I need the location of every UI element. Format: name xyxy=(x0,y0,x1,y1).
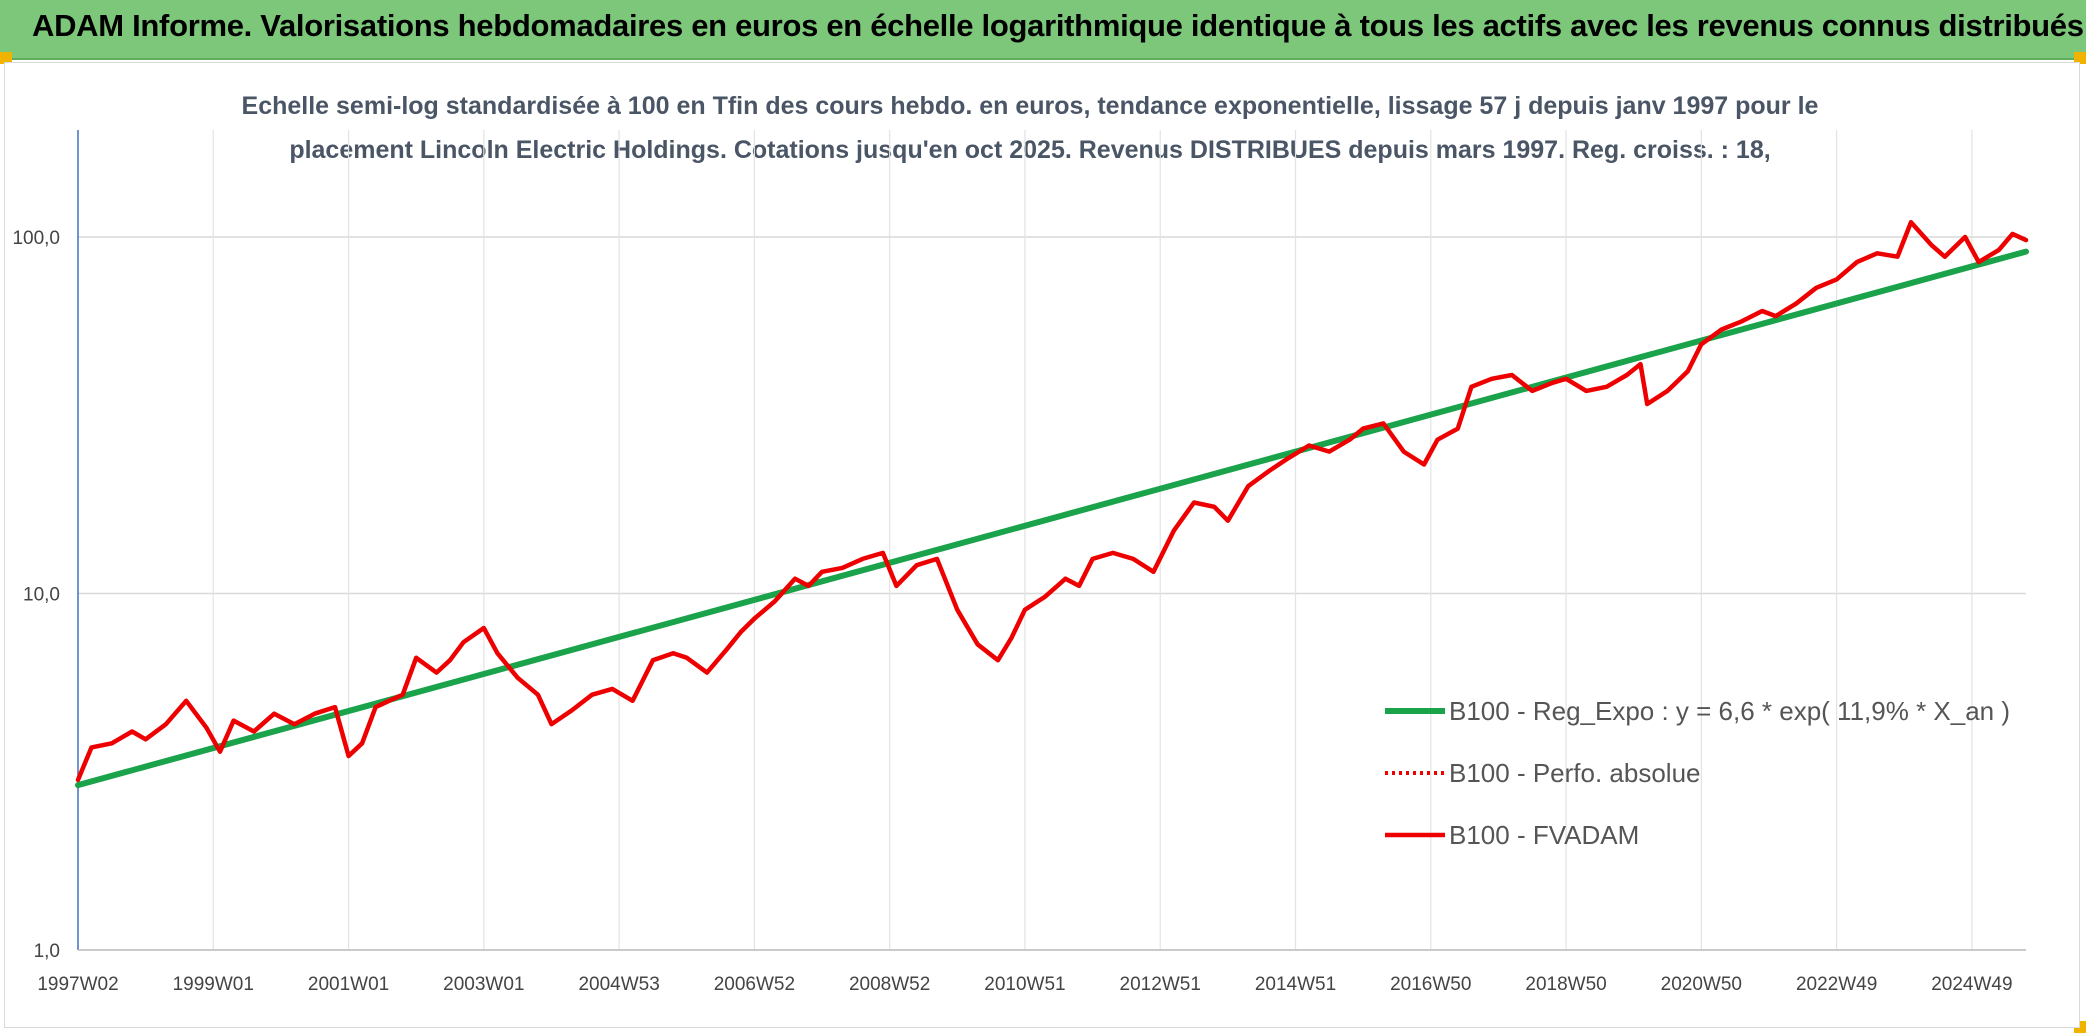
y-tick-label: 100,0 xyxy=(12,228,60,249)
corner-marker-right xyxy=(2074,52,2086,64)
chart-title-line-1: Echelle semi-log standardisée à 100 en T… xyxy=(241,92,1819,120)
x-tick-label: 2010W51 xyxy=(984,974,1065,995)
tick-labels: 1,0 10,0 100,0 1997W02 1999W01 2001W01 2003W01… xyxy=(12,228,2012,995)
legend-label-2: B100 - FVADAM xyxy=(1449,820,1639,850)
x-tick-label: 2014W51 xyxy=(1255,974,1336,995)
chart-area xyxy=(4,62,2080,1028)
gridlines xyxy=(77,130,2026,951)
x-tick-label: 2022W49 xyxy=(1796,974,1877,995)
x-tick-label: 1997W02 xyxy=(37,974,118,995)
y-tick-label: 1,0 xyxy=(34,941,60,962)
series-line-2 xyxy=(75,219,2029,783)
legend-label-1: B100 - Perfo. absolue xyxy=(1449,758,1701,788)
x-tick-label: 1999W01 xyxy=(173,974,254,995)
chart-title: Echelle semi-log standardisée à 100 en T… xyxy=(240,84,1820,172)
x-tick-label: 2020W50 xyxy=(1661,974,1742,995)
x-tick-label: 2006W52 xyxy=(714,974,795,995)
report-title: ADAM Informe. Valorisations hebdomadaire… xyxy=(32,8,2084,43)
legend-label-0: B100 - Reg_Expo : y = 6,6 * exp( 11,9% *… xyxy=(1449,696,2010,726)
x-tick-label: 2018W50 xyxy=(1525,974,1606,995)
report-banner: ADAM Informe. Valorisations hebdomadaire… xyxy=(0,0,2086,60)
x-tick-label: 2004W53 xyxy=(578,974,659,995)
x-tick-label: 2016W50 xyxy=(1390,974,1471,995)
legend: B100 - Reg_Expo : y = 6,6 * exp( 11,9% *… xyxy=(1385,696,2010,850)
x-tick-label: 2024W49 xyxy=(1931,974,2012,995)
x-tick-label: 2012W51 xyxy=(1120,974,1201,995)
series-layer xyxy=(75,219,2029,789)
x-tick-label: 2001W01 xyxy=(308,974,389,995)
x-tick-label: 2003W01 xyxy=(443,974,524,995)
chart-title-line-2: placement Lincoln Electric Holdings. Cot… xyxy=(289,136,1771,164)
y-tick-label: 10,0 xyxy=(23,584,60,605)
x-tick-label: 2008W52 xyxy=(849,974,930,995)
corner-marker-left xyxy=(0,52,12,64)
axes xyxy=(77,130,2026,951)
